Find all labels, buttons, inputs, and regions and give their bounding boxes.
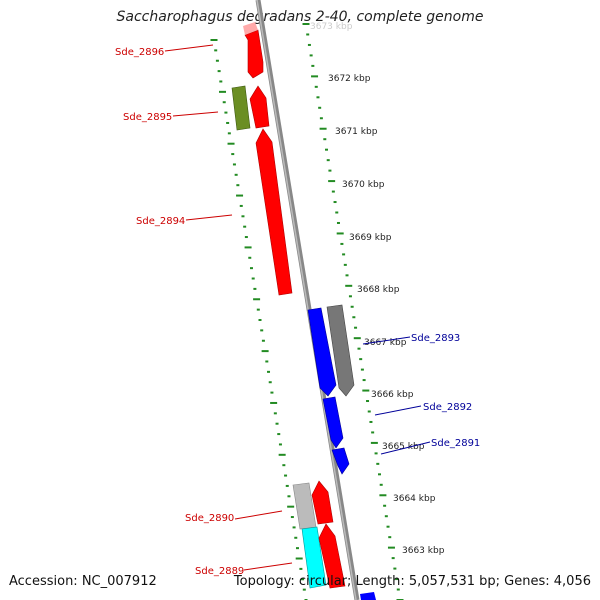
kbp-label-3673: 3673 kbp	[310, 22, 353, 32]
gene-arrow-bottom-fragment[interactable]	[360, 592, 376, 600]
kbp-label-3667: 3667 kbp	[364, 338, 407, 348]
kbp-label-3668: 3668 kbp	[357, 285, 400, 295]
gene-arrow-sde-2894[interactable]	[255, 128, 293, 296]
gene-arrow-sde-2889[interactable]	[301, 526, 327, 589]
kbp-scale-labels: 3673 kbp 3672 kbp 3671 kbp 3670 kbp 3669…	[310, 22, 445, 556]
gene-arrow-sde-2893-gray[interactable]	[326, 304, 355, 397]
gene-label-sde-2896[interactable]: Sde_2896	[115, 47, 164, 58]
reverse-strand-genes	[307, 304, 376, 600]
gene-arrow-sde-2891[interactable]	[331, 447, 350, 475]
right-tick-row	[302, 23, 404, 600]
kbp-label-3666: 3666 kbp	[371, 390, 414, 400]
gene-arrow-sde-2895[interactable]	[231, 85, 251, 131]
gene-arrow-sde-2892[interactable]	[322, 396, 344, 449]
gene-labels: Sde_2896 Sde_2895 Sde_2894 Sde_2893 Sde_…	[115, 47, 480, 577]
gene-arrow-sde-2893[interactable]	[307, 307, 337, 397]
label-leader-lines	[164, 44, 431, 571]
gene-arrow-sde-2890-red[interactable]	[311, 480, 334, 525]
gene-label-sde-2895[interactable]: Sde_2895	[123, 112, 172, 123]
kbp-label-3672: 3672 kbp	[328, 74, 371, 84]
backbone-highlight	[256, 0, 357, 600]
forward-strand-genes	[231, 22, 346, 589]
gene-label-sde-2892[interactable]: Sde_2892	[423, 402, 472, 413]
gene-arrow-sde-2896-top	[243, 22, 258, 35]
kbp-label-3669: 3669 kbp	[349, 233, 392, 243]
genome-backbone	[255, 0, 360, 600]
kbp-label-3670: 3670 kbp	[342, 180, 385, 190]
accession-text: Accession: NC_007912	[9, 574, 157, 589]
gene-label-sde-2893[interactable]: Sde_2893	[411, 333, 460, 344]
gene-label-sde-2889[interactable]: Sde_2889	[195, 566, 244, 577]
gene-label-sde-2891[interactable]: Sde_2891	[431, 438, 480, 449]
gene-arrow-sde-2894-upper[interactable]	[249, 85, 270, 129]
gene-label-sde-2890[interactable]: Sde_2890	[185, 513, 234, 524]
genome-summary-text: Topology: circular; Length: 5,057,531 bp…	[233, 574, 591, 589]
kbp-label-3665: 3665 kbp	[382, 442, 425, 452]
gene-label-sde-2894[interactable]: Sde_2894	[136, 216, 185, 227]
kbp-label-3664: 3664 kbp	[393, 494, 436, 504]
gene-arrow-sde-2890[interactable]	[292, 482, 317, 530]
kbp-label-3671: 3671 kbp	[335, 127, 378, 137]
left-tick-row	[210, 39, 308, 600]
kbp-label-3663: 3663 kbp	[402, 546, 445, 556]
map-title: Saccharophagus degradans 2-40, complete …	[116, 9, 484, 25]
gene-arrow-sde-2896[interactable]	[244, 29, 264, 79]
gene-arrow-sde-2889-red[interactable]	[318, 523, 346, 589]
